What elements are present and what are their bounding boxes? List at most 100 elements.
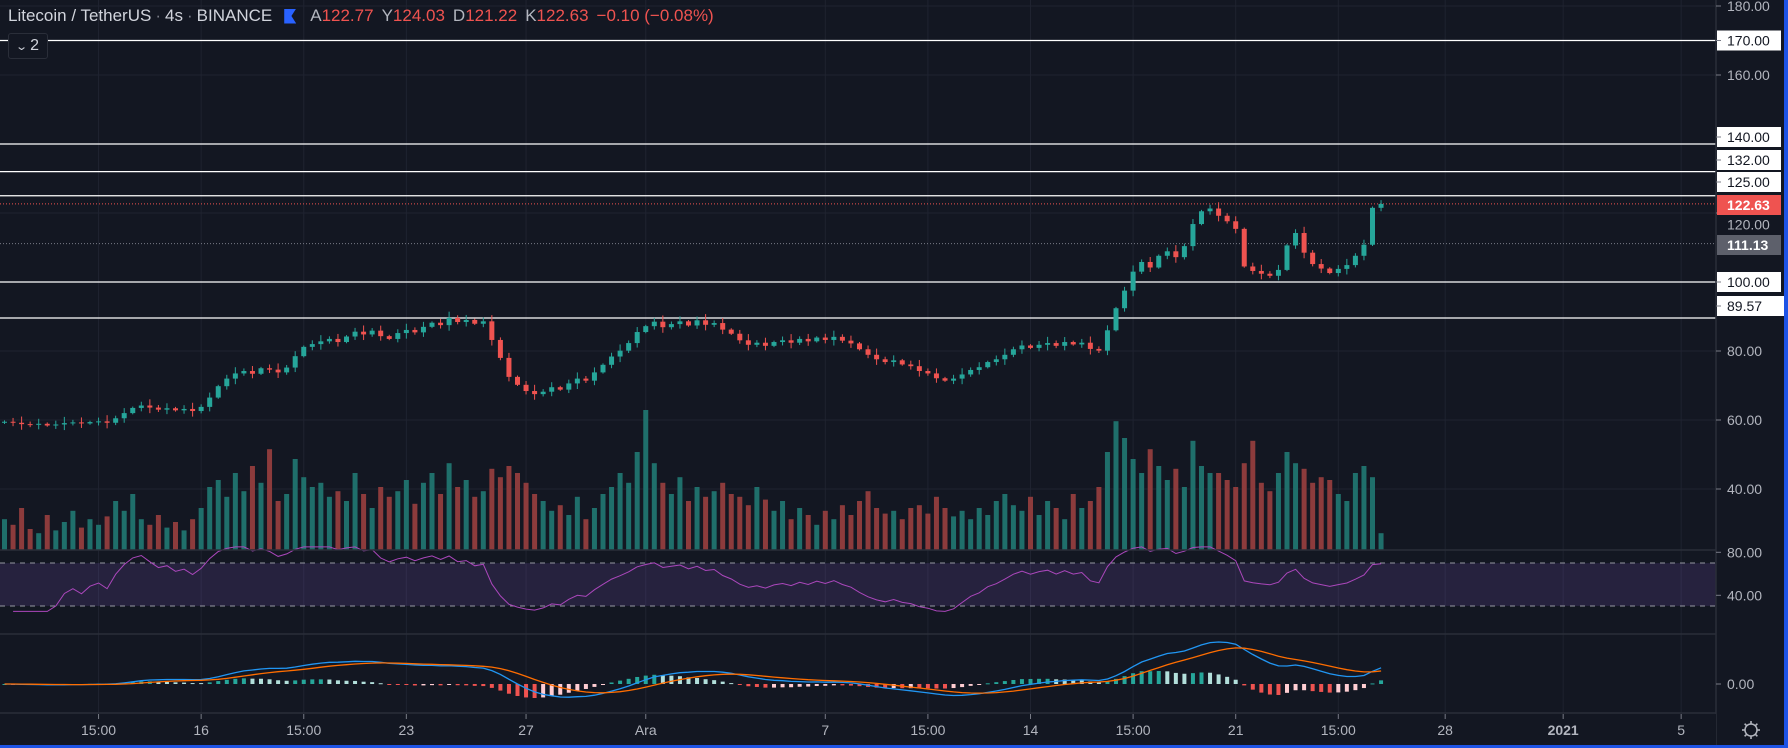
gear-icon[interactable]: [1742, 721, 1760, 739]
price-line-label-box[interactable]: [1717, 296, 1788, 316]
macd-histogram-bar: [840, 684, 845, 686]
candle: [10, 417, 16, 427]
candle: [1036, 340, 1042, 352]
volume-bar: [1275, 473, 1281, 550]
macd-histogram-bar: [1002, 681, 1007, 684]
price-line-label-box[interactable]: [1717, 172, 1781, 192]
macd-histogram-bar: [404, 684, 409, 685]
time-axis[interactable]: [0, 714, 1716, 745]
volume-bar: [1361, 466, 1367, 550]
candle-body: [438, 322, 444, 326]
candle: [96, 417, 102, 426]
volume-bar: [403, 480, 409, 550]
candle-body: [292, 356, 298, 368]
symbol-legend: Litecoin / TetherUS · 4s · BINANCE A 122.…: [8, 6, 714, 25]
candle-body: [1216, 208, 1222, 216]
volume-bar: [1130, 459, 1136, 550]
volume-bar: [438, 494, 444, 550]
time-axis-label: 7: [821, 722, 829, 738]
macd-histogram-bar: [1216, 674, 1221, 684]
time-axis-label: 15:00: [1321, 722, 1356, 738]
candle-body: [249, 371, 255, 374]
candle: [1156, 254, 1162, 269]
candle-body: [164, 408, 170, 410]
candle-body: [566, 383, 572, 390]
symbol-name[interactable]: Litecoin / TetherUS: [8, 6, 152, 25]
volume-bar: [515, 473, 520, 550]
candle-body: [335, 338, 341, 343]
macd-histogram-bar: [1267, 684, 1272, 695]
candle-body: [1344, 265, 1350, 269]
candle: [1284, 244, 1290, 272]
candle-body: [720, 323, 726, 330]
volume-bar: [814, 524, 820, 550]
macd-histogram-bar: [1105, 681, 1110, 684]
candle: [53, 420, 59, 429]
volume-bar: [224, 496, 230, 550]
macd-histogram-bar: [472, 684, 477, 686]
volume-bar: [1378, 533, 1384, 550]
price-line-label: 125.00: [1727, 174, 1770, 190]
macd-histogram-bar: [430, 684, 434, 686]
candle-body: [378, 330, 384, 337]
candle-body: [1318, 264, 1324, 269]
candle: [2, 420, 7, 425]
macd-histogram-bar: [1062, 679, 1067, 684]
macd-histogram-bar: [669, 675, 674, 684]
price-line-label-box[interactable]: [1717, 150, 1781, 170]
candle-body: [634, 332, 640, 344]
candle: [805, 333, 811, 346]
volume-bar: [258, 482, 264, 550]
candle-body: [1258, 270, 1264, 274]
price-line-label-box[interactable]: [1717, 127, 1781, 147]
candle: [574, 372, 580, 390]
macd-histogram-bar: [207, 682, 212, 684]
volume-bar: [1164, 480, 1170, 550]
candle: [344, 335, 349, 344]
macd-histogram-bar: [190, 683, 195, 685]
candle: [899, 358, 905, 366]
macd-signal-line: [4, 647, 1382, 694]
macd-histogram-bar: [1370, 683, 1375, 685]
candle-body: [1267, 273, 1273, 276]
candle-body: [1327, 268, 1333, 274]
candle: [1241, 227, 1247, 268]
volume-bar: [891, 510, 897, 550]
candle: [762, 337, 768, 351]
macd-histogram-bar: [1156, 671, 1161, 684]
macd-histogram-bar: [951, 684, 956, 689]
candle-body: [1079, 342, 1085, 345]
volume-bar: [1104, 452, 1110, 550]
flag-icon[interactable]: [284, 8, 297, 24]
candle-body: [1028, 345, 1033, 348]
candle: [104, 415, 110, 429]
candle-body: [1002, 354, 1008, 360]
volume-bar: [2, 519, 7, 550]
candle-body: [138, 405, 144, 408]
volume-bar: [839, 505, 845, 550]
macd-histogram-bar: [917, 684, 922, 689]
interval[interactable]: 4s: [165, 6, 183, 25]
macd-histogram-bar: [583, 684, 588, 689]
volume-bar: [267, 449, 273, 550]
price-line-label-box[interactable]: [1717, 272, 1781, 292]
volume-bar: [1062, 519, 1068, 550]
candle: [335, 333, 341, 347]
candle: [275, 363, 281, 378]
volume-bar: [848, 515, 854, 550]
macd-histogram-bar: [318, 679, 323, 684]
low-label: D: [452, 6, 466, 25]
macd-histogram-bar: [498, 684, 503, 691]
indicators-toggle-button[interactable]: ⌄ 2: [8, 33, 48, 59]
candle: [284, 364, 290, 375]
macd-histogram-bar: [353, 680, 358, 684]
candle-body: [10, 421, 16, 423]
macd-histogram-bar: [960, 684, 965, 688]
macd-histogram-bar: [746, 684, 751, 687]
price-axis[interactable]: [1716, 0, 1784, 748]
candle: [626, 340, 632, 353]
candle-body: [1370, 207, 1375, 245]
price-line-label-box[interactable]: [1717, 30, 1781, 51]
macd-histogram-bar: [1361, 684, 1366, 689]
